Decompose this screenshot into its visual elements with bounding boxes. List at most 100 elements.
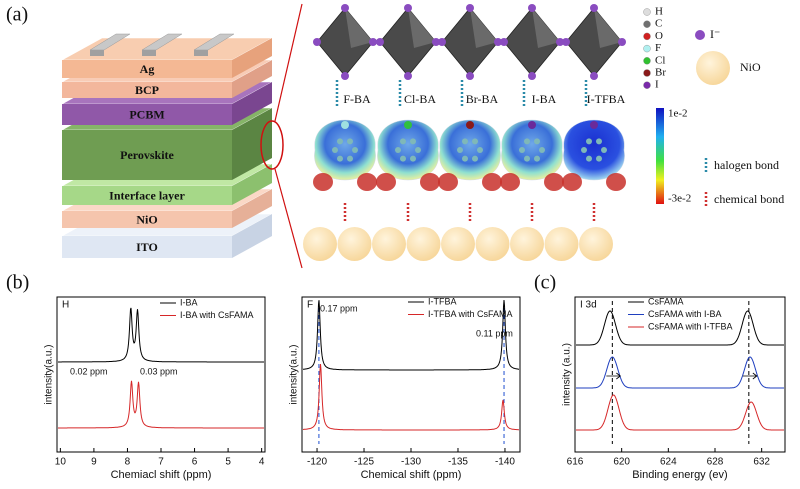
- nio-sphere: [337, 227, 372, 261]
- halogen-atom: [590, 121, 598, 129]
- iodide: [341, 72, 349, 80]
- x-tick-label: 8: [125, 457, 131, 468]
- electrode-bar-front: [194, 50, 208, 56]
- x-axis-label: Binding energy (ev): [632, 469, 727, 481]
- atom: [586, 138, 592, 145]
- colorbar-min: -3e-2: [668, 193, 691, 205]
- atom: [462, 138, 468, 145]
- atom: [400, 155, 406, 162]
- x-tick-label: 5: [225, 457, 231, 468]
- iodide: [618, 38, 626, 46]
- layer-front: [62, 104, 232, 125]
- element-dot: [643, 57, 651, 65]
- atom: [534, 155, 540, 162]
- octahedron-face: [345, 8, 373, 48]
- halogen-atom: [466, 121, 474, 129]
- element-dot: [643, 44, 651, 53]
- x-tick-label: -120: [307, 457, 327, 468]
- atom: [410, 155, 416, 162]
- iodide: [369, 38, 377, 46]
- spectrum: [576, 394, 784, 431]
- x-tick-label: 628: [707, 457, 724, 468]
- annotation: 0.03 ppm: [140, 366, 178, 376]
- x-tick-label: -130: [401, 457, 421, 468]
- layer-label: Interface layer: [109, 188, 185, 202]
- esp-negative: [357, 173, 377, 191]
- octahedron-face: [408, 8, 436, 48]
- atom: [332, 147, 338, 153]
- element-label: O: [655, 30, 663, 42]
- legend-label: CsFAMA with I-TFBA: [648, 321, 733, 331]
- x-tick-label: -125: [354, 457, 374, 468]
- element-label: Cl: [655, 54, 665, 66]
- esp-negative: [376, 173, 396, 191]
- element-dot: [643, 32, 651, 41]
- annotation: 0.02 ppm: [70, 366, 108, 376]
- atom: [395, 147, 401, 153]
- plot-frame: [574, 296, 786, 453]
- layer-side: [232, 38, 272, 78]
- legend-label: I-TFBA with CsFAMA: [428, 309, 513, 319]
- atom: [586, 155, 592, 162]
- layer-side: [232, 189, 272, 228]
- panel-label: (c): [534, 272, 556, 294]
- x-tick-label: 632: [753, 457, 770, 468]
- x-tick-label: -135: [448, 457, 468, 468]
- y-axis-label: intensity(a.u.): [44, 344, 55, 404]
- atom: [581, 147, 587, 153]
- iodide: [500, 38, 508, 46]
- chart-label: H: [62, 300, 69, 311]
- esp-negative: [544, 173, 564, 191]
- colorbar-max: 1e-2: [668, 108, 688, 120]
- atom: [337, 155, 343, 162]
- iodide: [341, 4, 349, 12]
- molecule-label: F-BA: [343, 92, 371, 106]
- esp-negative: [562, 173, 582, 191]
- element-label: I: [655, 79, 659, 91]
- x-axis-label: Chemiacl shift (ppm): [111, 469, 212, 481]
- iodide: [494, 38, 502, 46]
- iodide: [404, 72, 412, 80]
- layer-label: NiO: [136, 212, 157, 226]
- colorbar: [656, 108, 664, 204]
- highlight: [260, 120, 284, 170]
- shift-arrow: [606, 372, 621, 380]
- nio-sphere: [510, 227, 544, 261]
- ion-label: I⁻: [710, 27, 720, 41]
- atom: [534, 138, 540, 145]
- layer-label: BCP: [135, 83, 159, 97]
- legend-label: CsFAMA with I-BA: [648, 309, 722, 319]
- layer-front: [62, 186, 232, 205]
- iodide: [556, 38, 564, 46]
- iodide: [313, 38, 321, 46]
- iodide: [590, 72, 598, 80]
- annotation: 0.11 ppm: [476, 328, 513, 338]
- layer-label: PCBM: [129, 107, 164, 121]
- nio-sphere: [303, 227, 337, 261]
- legend-label: I-TFBA: [428, 296, 457, 306]
- chart-label: F: [307, 300, 313, 311]
- iodide: [466, 4, 474, 12]
- molecule-label: I-BA: [532, 92, 557, 106]
- atom: [457, 147, 463, 153]
- esp-negative: [438, 173, 458, 191]
- x-tick-label: -140: [495, 457, 515, 468]
- layer-front: [62, 82, 232, 98]
- esp-negative: [606, 173, 626, 191]
- esp-negative: [420, 173, 440, 191]
- atom: [601, 147, 607, 153]
- ion-dot: [695, 30, 705, 40]
- layer-side: [232, 108, 272, 180]
- esp-negative: [500, 173, 520, 191]
- layer-side: [232, 82, 272, 125]
- atom: [415, 147, 421, 153]
- electrode-bar-front: [90, 50, 104, 56]
- nio-sphere: [475, 227, 510, 261]
- panel-label: (a): [6, 4, 28, 26]
- element-dot: [643, 8, 651, 16]
- iodide: [376, 38, 384, 46]
- electrode-bar-front: [142, 50, 156, 56]
- legend-label: I-BA: [180, 297, 198, 307]
- x-tick-label: 9: [91, 457, 97, 468]
